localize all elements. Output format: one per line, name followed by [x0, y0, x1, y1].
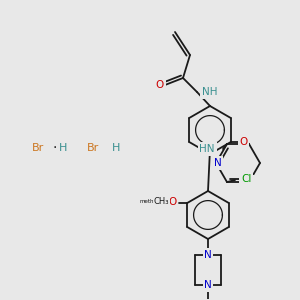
Text: O: O [240, 137, 248, 147]
Text: H: H [59, 143, 68, 153]
Text: methoxy: methoxy [139, 199, 163, 203]
Text: H: H [112, 143, 120, 153]
Text: O: O [156, 80, 164, 90]
Text: N: N [214, 158, 222, 168]
Text: NH: NH [202, 87, 218, 97]
Text: CH₃: CH₃ [154, 197, 169, 206]
Text: Cl: Cl [241, 174, 251, 184]
Text: O: O [168, 197, 176, 207]
Text: N: N [245, 177, 253, 187]
Text: ·: · [52, 141, 56, 155]
Text: N: N [204, 250, 212, 260]
Text: HN: HN [200, 144, 215, 154]
Text: Br: Br [87, 143, 99, 153]
Text: O: O [160, 198, 168, 208]
Text: N: N [204, 280, 212, 290]
Text: Br: Br [32, 143, 44, 153]
